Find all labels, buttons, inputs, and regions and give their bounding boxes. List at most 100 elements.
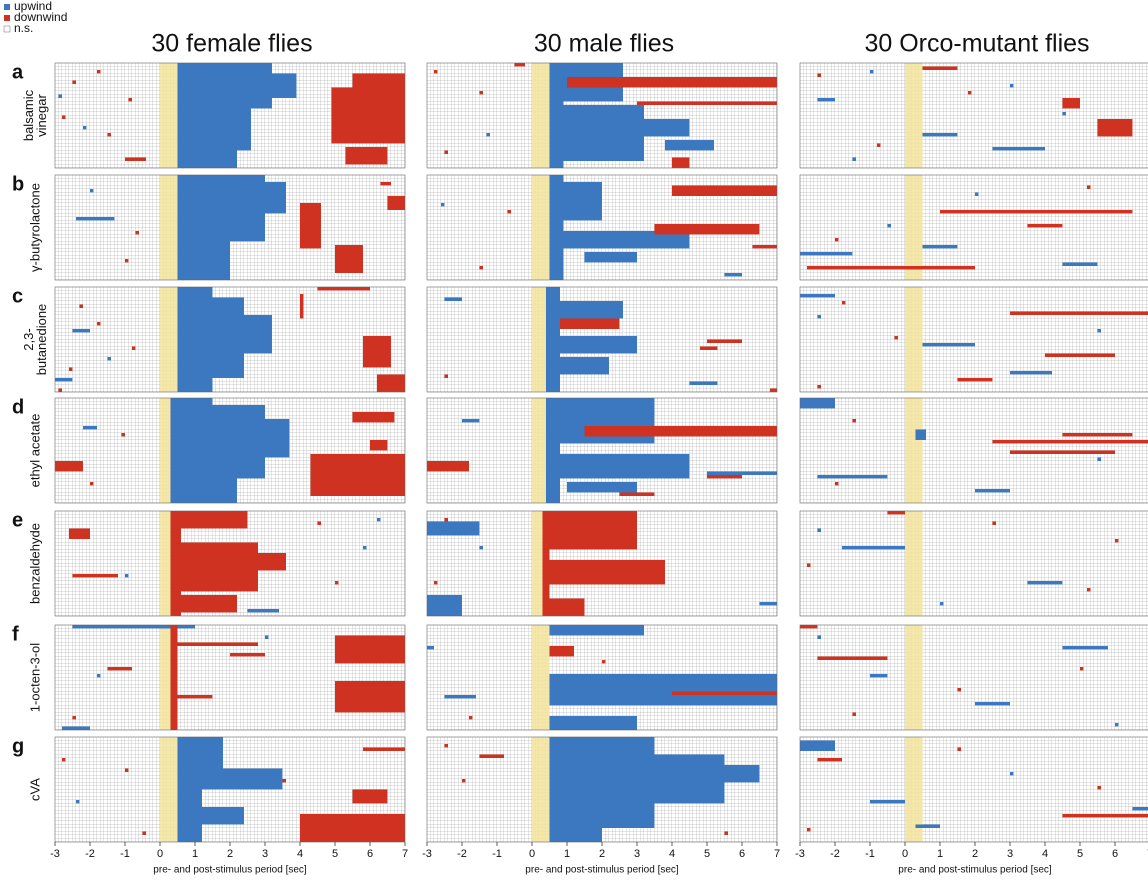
downwind-block [97, 70, 101, 74]
row-label: 2,3- [21, 328, 36, 350]
downwind-block [177, 695, 213, 699]
upwind-block [887, 224, 891, 228]
upwind-block [563, 737, 655, 828]
upwind-block [170, 398, 213, 503]
x-tick-label: -3 [50, 848, 60, 860]
upwind-block [83, 426, 97, 430]
upwind-block [205, 175, 265, 242]
upwind-block [97, 674, 101, 678]
x-tick-label: 3 [634, 848, 640, 860]
panel-grid [800, 63, 1148, 168]
upwind-block [975, 702, 1010, 706]
downwind-block [352, 412, 395, 423]
row-letter: c [12, 285, 23, 307]
downwind-block [469, 716, 473, 720]
downwind-block [507, 210, 511, 214]
upwind-block [549, 63, 564, 168]
upwind-block [922, 343, 975, 347]
downwind-block [125, 259, 129, 263]
stimulus-band [905, 287, 923, 392]
row-label: cVA [27, 778, 42, 801]
downwind-block [514, 63, 525, 67]
upwind-block [363, 546, 367, 550]
upwind-block [76, 217, 115, 221]
x-tick-label: 0 [157, 848, 163, 860]
upwind-block [852, 157, 856, 161]
panel-border [426, 174, 778, 281]
downwind-block [672, 185, 777, 196]
panel-border [54, 397, 406, 504]
upwind-block [427, 595, 462, 616]
upwind-block [870, 70, 874, 74]
row-letter: f [12, 623, 19, 645]
panel-border [799, 174, 1148, 281]
x-tick-label: -3 [422, 848, 432, 860]
x-tick-label: 7 [1147, 848, 1148, 860]
column-title: 30 Orco-mutant flies [864, 30, 1089, 58]
upwind-block [817, 528, 821, 532]
upwind-block [549, 737, 564, 842]
upwind-block [177, 789, 202, 842]
downwind-block [817, 385, 821, 389]
panel-border [426, 286, 778, 393]
upwind-block [560, 454, 690, 479]
upwind-block [76, 800, 80, 804]
downwind-block [181, 511, 248, 529]
upwind-block [72, 625, 195, 629]
downwind-block [1045, 353, 1115, 357]
upwind-block [915, 429, 926, 440]
downwind-block [817, 73, 821, 77]
upwind-block [644, 119, 690, 137]
downwind-block [72, 716, 76, 720]
downwind-block [957, 688, 961, 692]
x-tick-label: 1 [192, 848, 198, 860]
upwind-block [177, 737, 223, 769]
downwind-block [90, 482, 94, 486]
upwind-block [584, 252, 637, 263]
downwind-block [363, 747, 405, 751]
downwind-block [479, 754, 504, 758]
upwind-block [940, 602, 944, 606]
upwind-block [427, 646, 434, 650]
downwind-block [135, 231, 139, 235]
upwind-block [842, 546, 905, 550]
downwind-block [107, 667, 132, 671]
upwind-block [817, 98, 835, 102]
x-tick-label: 0 [902, 848, 908, 860]
x-tick-label: -2 [457, 848, 467, 860]
downwind-block [707, 475, 742, 479]
downwind-block [602, 660, 606, 664]
panel-border [799, 624, 1148, 731]
upwind-block [444, 297, 462, 301]
upwind-block [244, 315, 272, 354]
column-title: 30 female flies [151, 30, 312, 58]
downwind-block [800, 625, 818, 629]
downwind-block [335, 635, 405, 664]
upwind-block [265, 635, 269, 639]
upwind-block [223, 63, 272, 109]
downwind-block [300, 814, 405, 842]
upwind-block [462, 419, 480, 423]
downwind-block [352, 73, 405, 88]
downwind-block [1080, 667, 1084, 671]
row-label: γ-butyrolactone [27, 183, 42, 272]
downwind-block [807, 563, 811, 567]
row-letter: e [12, 509, 23, 531]
stimulus-band [905, 511, 923, 616]
downwind-block [300, 203, 321, 249]
upwind-block [870, 674, 888, 678]
upwind-block [177, 175, 206, 280]
upwind-block [444, 695, 476, 699]
panel-border [54, 510, 406, 617]
row-label: ethyl acetate [27, 414, 42, 488]
upwind-block [560, 398, 655, 444]
downwind-block [852, 419, 856, 423]
upwind-block [1115, 723, 1119, 727]
x-axis-label: pre- and post-stimulus period [sec] [898, 865, 1052, 876]
upwind-block [724, 273, 742, 277]
downwind-block [700, 346, 718, 350]
stimulus-band [160, 175, 178, 280]
stimulus-band [905, 398, 923, 503]
upwind-block [654, 754, 725, 804]
